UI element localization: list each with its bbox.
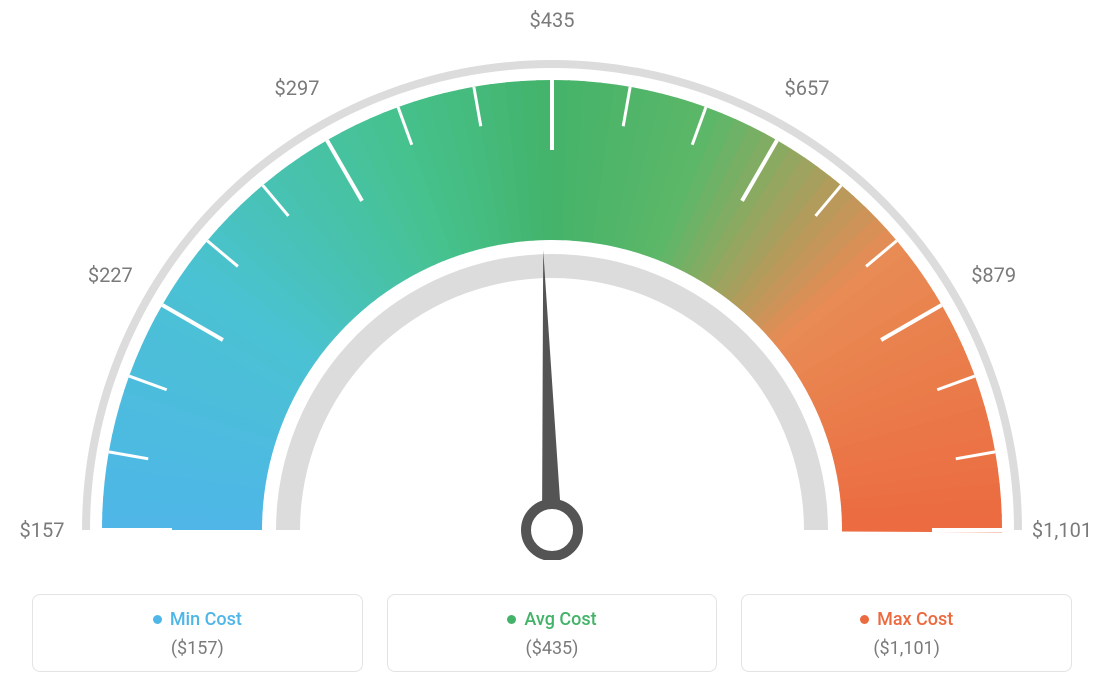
legend-value-max: ($1,101) <box>752 638 1061 659</box>
gauge-tick-label: $1,101 <box>1032 518 1092 542</box>
dot-icon <box>153 615 162 624</box>
gauge-tick-label: $227 <box>88 263 133 287</box>
legend-row: Min Cost ($157) Avg Cost ($435) Max Cost… <box>0 594 1104 672</box>
legend-label-avg: Avg Cost <box>524 609 596 630</box>
gauge-tick-label: $657 <box>785 76 830 100</box>
legend-title-avg: Avg Cost <box>507 609 596 630</box>
legend-card-avg: Avg Cost ($435) <box>387 594 718 672</box>
legend-label-max: Max Cost <box>877 609 953 630</box>
legend-label-min: Min Cost <box>170 609 242 630</box>
gauge-svg <box>0 0 1104 560</box>
legend-title-min: Min Cost <box>153 609 242 630</box>
legend-card-min: Min Cost ($157) <box>32 594 363 672</box>
gauge-chart: $157 $227 $297 $435 $657 $879 $1,101 <box>0 0 1104 560</box>
gauge-tick-label: $297 <box>275 76 320 100</box>
dot-icon <box>860 615 869 624</box>
gauge-tick-label: $435 <box>530 8 575 32</box>
legend-card-max: Max Cost ($1,101) <box>741 594 1072 672</box>
gauge-tick-label: $157 <box>20 518 65 542</box>
gauge-tick-label: $879 <box>971 263 1016 287</box>
dot-icon <box>507 615 516 624</box>
legend-title-max: Max Cost <box>860 609 953 630</box>
legend-value-min: ($157) <box>43 638 352 659</box>
legend-value-avg: ($435) <box>398 638 707 659</box>
